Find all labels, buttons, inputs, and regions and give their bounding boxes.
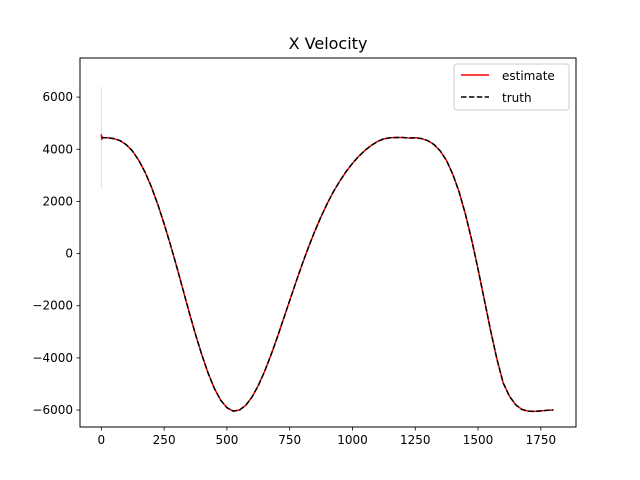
axes-frame xyxy=(79,57,577,428)
y-tick-label: −4000 xyxy=(32,351,73,365)
y-tick-label: −6000 xyxy=(32,403,73,417)
x-tick-label: 0 xyxy=(98,433,106,447)
y-tick-label: 4000 xyxy=(42,142,73,156)
axes-background xyxy=(80,58,576,427)
legend-label-truth: truth xyxy=(502,91,532,105)
x-tick-label: 750 xyxy=(278,433,301,447)
legend: estimate truth xyxy=(453,63,570,111)
x-tick-label: 1500 xyxy=(463,433,494,447)
x-axis: 0 250 500 750 1000 1250 1500 1750 xyxy=(98,427,557,447)
x-tick-label: 500 xyxy=(215,433,238,447)
series-line-truth xyxy=(101,136,554,413)
series-layer xyxy=(100,86,554,413)
y-axis: −6000 −4000 −2000 0 2000 4000 6000 xyxy=(32,90,80,417)
y-tick-label: −2000 xyxy=(32,299,73,313)
y-tick-label: 0 xyxy=(65,247,73,261)
legend-label-estimate: estimate xyxy=(502,69,555,83)
y-tick-label: 6000 xyxy=(42,90,73,104)
chart-title: X Velocity xyxy=(289,34,368,53)
x-tick-label: 1250 xyxy=(400,433,431,447)
x-tick-label: 1750 xyxy=(526,433,557,447)
x-tick-label: 250 xyxy=(153,433,176,447)
plot-area xyxy=(79,57,577,428)
x-tick-label: 1000 xyxy=(337,433,368,447)
y-tick-label: 2000 xyxy=(42,194,73,208)
